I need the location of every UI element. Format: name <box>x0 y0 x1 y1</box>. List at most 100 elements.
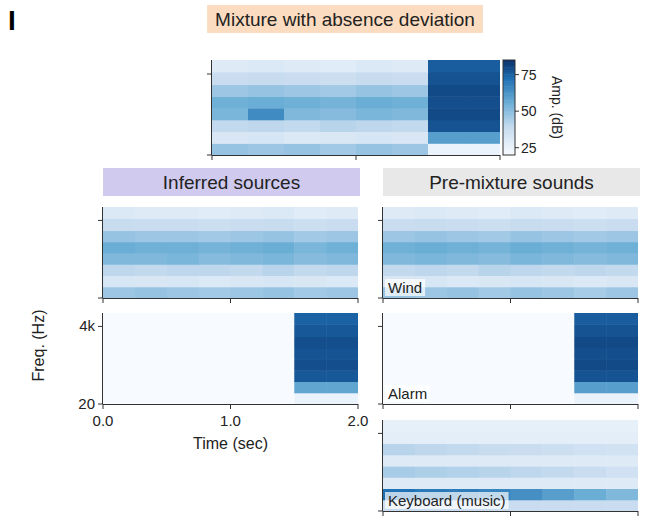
spectrogram <box>383 420 638 511</box>
cell <box>356 108 393 120</box>
cell <box>103 231 135 243</box>
colorbar-tick-label: 25 <box>521 140 537 156</box>
cell <box>383 264 415 276</box>
cell <box>447 381 479 393</box>
cell <box>415 370 447 382</box>
cell <box>167 393 199 404</box>
cell <box>542 455 574 467</box>
cell <box>479 466 511 478</box>
cell <box>383 324 415 337</box>
x-tick <box>638 298 639 303</box>
cell <box>606 218 638 231</box>
cell <box>135 359 167 371</box>
cell <box>415 231 447 243</box>
cell <box>415 455 447 467</box>
cell <box>479 313 511 325</box>
cell <box>135 231 167 243</box>
cell <box>356 72 393 85</box>
cell <box>511 455 543 467</box>
cell <box>262 253 294 265</box>
cell <box>511 431 543 444</box>
cell <box>167 287 199 298</box>
cell <box>606 455 638 467</box>
cell <box>428 72 465 85</box>
cell <box>135 337 167 349</box>
cell <box>284 143 321 155</box>
cell <box>574 324 606 337</box>
cell <box>199 337 231 349</box>
cell <box>392 108 429 120</box>
cell <box>167 253 199 265</box>
cell <box>284 85 321 97</box>
cell <box>542 431 574 444</box>
cell <box>447 324 479 337</box>
cell <box>383 348 415 360</box>
cell <box>542 287 574 298</box>
y-tick <box>378 404 383 405</box>
cell <box>428 143 465 155</box>
cell <box>542 393 574 404</box>
cell <box>383 253 415 265</box>
cell <box>606 359 638 371</box>
cell <box>606 253 638 265</box>
cell <box>294 264 326 276</box>
label-background <box>385 279 425 296</box>
cell <box>574 348 606 360</box>
cell <box>294 370 326 382</box>
cell <box>103 275 135 287</box>
cell <box>415 253 447 265</box>
cell <box>606 231 638 243</box>
cell <box>326 242 358 254</box>
x-tick <box>230 404 231 409</box>
cell <box>511 466 543 478</box>
spectrogram <box>383 313 638 404</box>
panel-label: Keyboard (music) <box>388 492 506 509</box>
cell <box>447 231 479 243</box>
cell <box>383 313 415 325</box>
cell <box>248 120 285 132</box>
y-tick <box>207 74 212 75</box>
cell <box>606 275 638 287</box>
cell <box>167 207 199 219</box>
cell <box>294 381 326 393</box>
cell <box>606 207 638 219</box>
cell <box>464 96 500 108</box>
group-header-background <box>103 168 360 196</box>
cell <box>606 348 638 360</box>
cell <box>415 313 447 325</box>
cell <box>392 96 429 108</box>
cell <box>199 324 231 337</box>
cell <box>248 143 285 155</box>
cell <box>574 253 606 265</box>
cell <box>479 287 511 298</box>
cell <box>248 72 285 85</box>
cell <box>167 359 199 371</box>
x-tick <box>510 511 511 516</box>
cell <box>542 275 574 287</box>
cell <box>103 207 135 219</box>
x-tick <box>358 404 359 409</box>
cell <box>294 393 326 404</box>
cell <box>574 466 606 478</box>
cell <box>326 287 358 298</box>
cell <box>248 60 285 72</box>
cell <box>294 287 326 298</box>
cell <box>383 359 415 371</box>
cell <box>383 444 415 456</box>
cell <box>199 381 231 393</box>
cell <box>383 466 415 478</box>
cell <box>392 72 429 85</box>
cell <box>447 348 479 360</box>
cell <box>262 348 294 360</box>
cell <box>231 253 263 265</box>
cell <box>479 348 511 360</box>
cell <box>574 287 606 298</box>
cell <box>167 313 199 325</box>
cell <box>199 253 231 265</box>
colorbar-tick-label: 75 <box>521 67 537 83</box>
x-tick <box>500 155 501 160</box>
cell <box>606 431 638 444</box>
cell <box>479 264 511 276</box>
cell <box>479 431 511 444</box>
cell <box>167 218 199 231</box>
